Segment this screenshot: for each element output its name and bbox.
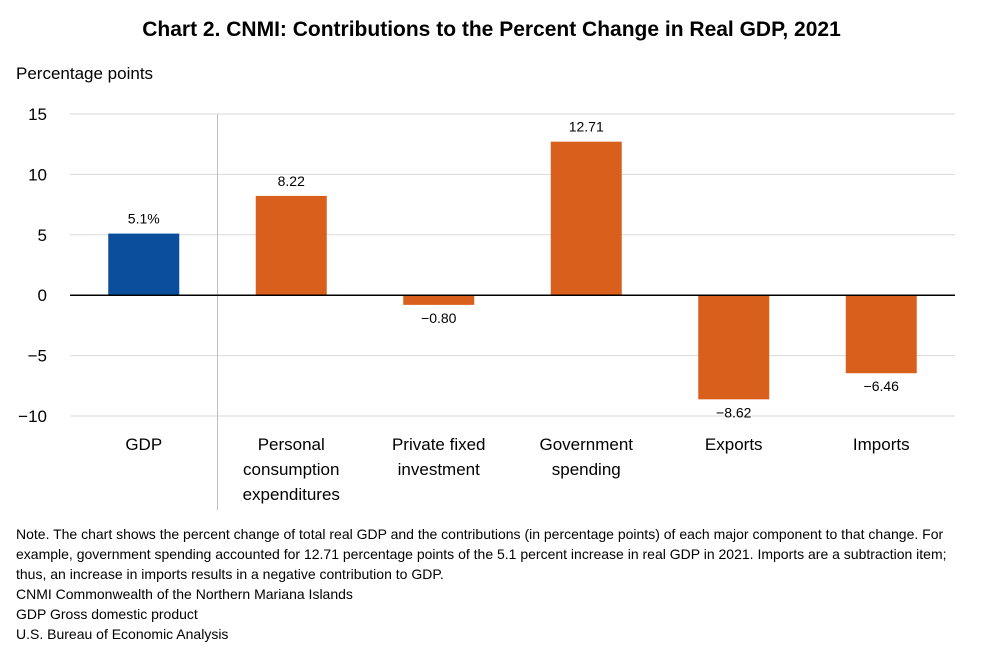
y-tick-label: 5 bbox=[38, 226, 47, 245]
bar bbox=[550, 141, 622, 296]
chart-title: Chart 2. CNMI: Contributions to the Perc… bbox=[142, 18, 841, 41]
bar bbox=[108, 233, 180, 296]
bar bbox=[255, 195, 327, 296]
y-tick-label: −10 bbox=[18, 407, 47, 426]
data-label: 8.22 bbox=[278, 173, 305, 189]
bar bbox=[403, 295, 475, 305]
data-label: −8.62 bbox=[716, 404, 752, 420]
y-axis-label: Percentage points bbox=[16, 64, 154, 83]
x-tick-label: Exports bbox=[705, 435, 763, 454]
x-tick-label: GDP bbox=[125, 435, 162, 454]
x-tick-label: Private fixed bbox=[392, 435, 486, 454]
y-tick-label: 10 bbox=[28, 165, 47, 184]
bar-chart: 15 10 5 0 −5 −10 5.1% GDP 8.22 Personal consumptio… bbox=[18, 105, 955, 510]
data-label: 5.1% bbox=[128, 211, 160, 227]
y-tick-label: −5 bbox=[28, 347, 47, 366]
note-cnmi: CNMI Commonwealth of the Northern Marian… bbox=[16, 586, 353, 602]
data-label: 12.71 bbox=[569, 119, 604, 135]
bar bbox=[698, 295, 770, 400]
x-tick-label: spending bbox=[552, 460, 621, 479]
note-source: U.S. Bureau of Economic Analysis bbox=[16, 626, 229, 642]
chart-notes: Note. The chart shows the percent change… bbox=[16, 524, 971, 644]
x-tick-label: Personal bbox=[258, 435, 325, 454]
y-tick-label: 15 bbox=[28, 105, 47, 124]
data-label: −6.46 bbox=[864, 378, 900, 394]
y-tick-label: 0 bbox=[38, 286, 47, 305]
bar bbox=[845, 295, 917, 374]
x-tick-label: consumption bbox=[243, 460, 339, 479]
note-text: Note. The chart shows the percent change… bbox=[16, 526, 947, 582]
x-tick-label: Government bbox=[539, 435, 633, 454]
x-tick-label: Imports bbox=[853, 435, 910, 454]
x-tick-label: investment bbox=[398, 460, 480, 479]
x-tick-label: expenditures bbox=[243, 485, 340, 504]
note-gdp: GDP Gross domestic product bbox=[16, 606, 198, 622]
data-label: −0.80 bbox=[421, 310, 457, 326]
